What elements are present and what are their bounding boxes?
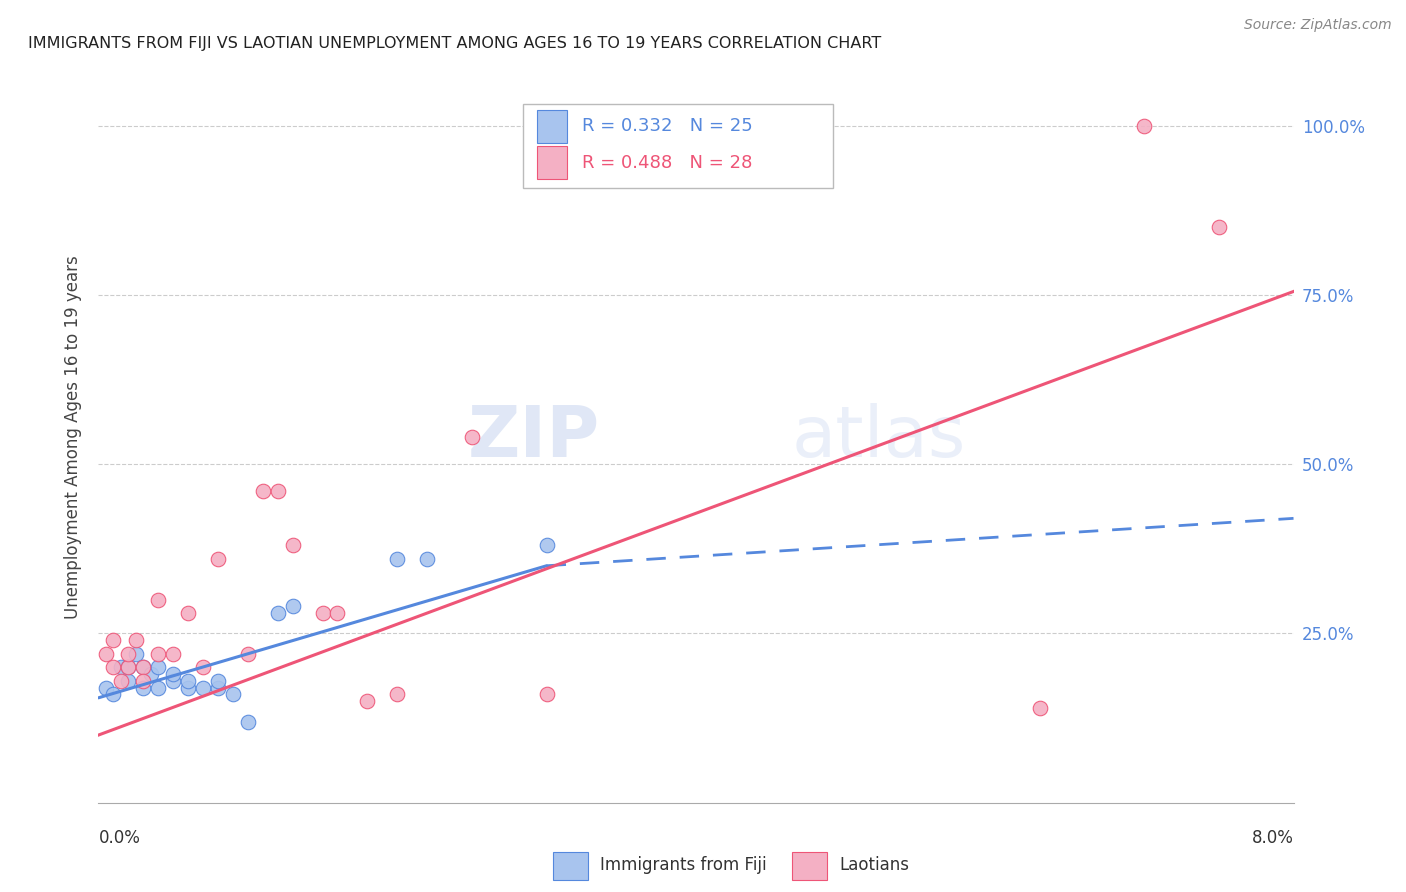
Point bbox=[132, 660, 155, 674]
Point bbox=[385, 552, 409, 566]
Point bbox=[148, 647, 170, 661]
Point bbox=[125, 647, 148, 661]
Text: Immigrants from Fiji: Immigrants from Fiji bbox=[600, 856, 768, 874]
Text: 8.0%: 8.0% bbox=[1251, 829, 1294, 847]
Point bbox=[103, 688, 125, 702]
FancyBboxPatch shape bbox=[523, 104, 834, 188]
Point bbox=[177, 606, 200, 620]
Point bbox=[117, 660, 139, 674]
Point bbox=[94, 647, 117, 661]
Point bbox=[132, 660, 155, 674]
Point bbox=[162, 673, 184, 688]
Point bbox=[132, 673, 155, 688]
Point bbox=[139, 667, 162, 681]
Point bbox=[236, 714, 259, 729]
Text: 0.0%: 0.0% bbox=[98, 829, 141, 847]
Point bbox=[117, 673, 139, 688]
Point bbox=[103, 660, 125, 674]
Point bbox=[125, 633, 148, 648]
Point bbox=[162, 667, 184, 681]
Text: atlas: atlas bbox=[792, 402, 966, 472]
Point bbox=[148, 592, 170, 607]
Text: IMMIGRANTS FROM FIJI VS LAOTIAN UNEMPLOYMENT AMONG AGES 16 TO 19 YEARS CORRELATI: IMMIGRANTS FROM FIJI VS LAOTIAN UNEMPLOY… bbox=[28, 36, 882, 51]
Point bbox=[207, 681, 229, 695]
Point bbox=[356, 694, 378, 708]
Bar bbox=[537, 110, 567, 143]
Text: Source: ZipAtlas.com: Source: ZipAtlas.com bbox=[1244, 18, 1392, 32]
Text: ZIP: ZIP bbox=[468, 402, 600, 472]
Point bbox=[1208, 220, 1230, 235]
Point bbox=[267, 484, 290, 499]
Point bbox=[236, 647, 259, 661]
Point bbox=[110, 660, 132, 674]
Point bbox=[110, 673, 132, 688]
Point bbox=[252, 484, 274, 499]
Point bbox=[281, 538, 304, 552]
Point bbox=[117, 647, 139, 661]
Point bbox=[416, 552, 439, 566]
Point bbox=[267, 606, 290, 620]
Y-axis label: Unemployment Among Ages 16 to 19 years: Unemployment Among Ages 16 to 19 years bbox=[65, 255, 83, 619]
Point bbox=[162, 647, 184, 661]
Point bbox=[1133, 119, 1156, 133]
Point bbox=[132, 681, 155, 695]
Bar bbox=[553, 852, 589, 880]
Point bbox=[536, 688, 558, 702]
Point bbox=[177, 681, 200, 695]
Point bbox=[281, 599, 304, 614]
Point bbox=[177, 673, 200, 688]
Point bbox=[461, 430, 484, 444]
Point bbox=[191, 660, 214, 674]
Point bbox=[148, 660, 170, 674]
Point bbox=[207, 552, 229, 566]
Point bbox=[385, 688, 409, 702]
Point bbox=[326, 606, 349, 620]
Point bbox=[536, 538, 558, 552]
Point bbox=[1028, 701, 1050, 715]
Point bbox=[191, 681, 214, 695]
Text: Laotians: Laotians bbox=[839, 856, 910, 874]
Text: R = 0.488   N = 28: R = 0.488 N = 28 bbox=[582, 153, 752, 172]
Text: R = 0.332   N = 25: R = 0.332 N = 25 bbox=[582, 117, 754, 136]
Point bbox=[311, 606, 333, 620]
Point bbox=[207, 673, 229, 688]
Point bbox=[94, 681, 117, 695]
Point bbox=[148, 681, 170, 695]
Point bbox=[103, 633, 125, 648]
Point bbox=[117, 660, 139, 674]
Point bbox=[222, 688, 245, 702]
Bar bbox=[792, 852, 827, 880]
Bar bbox=[537, 146, 567, 179]
